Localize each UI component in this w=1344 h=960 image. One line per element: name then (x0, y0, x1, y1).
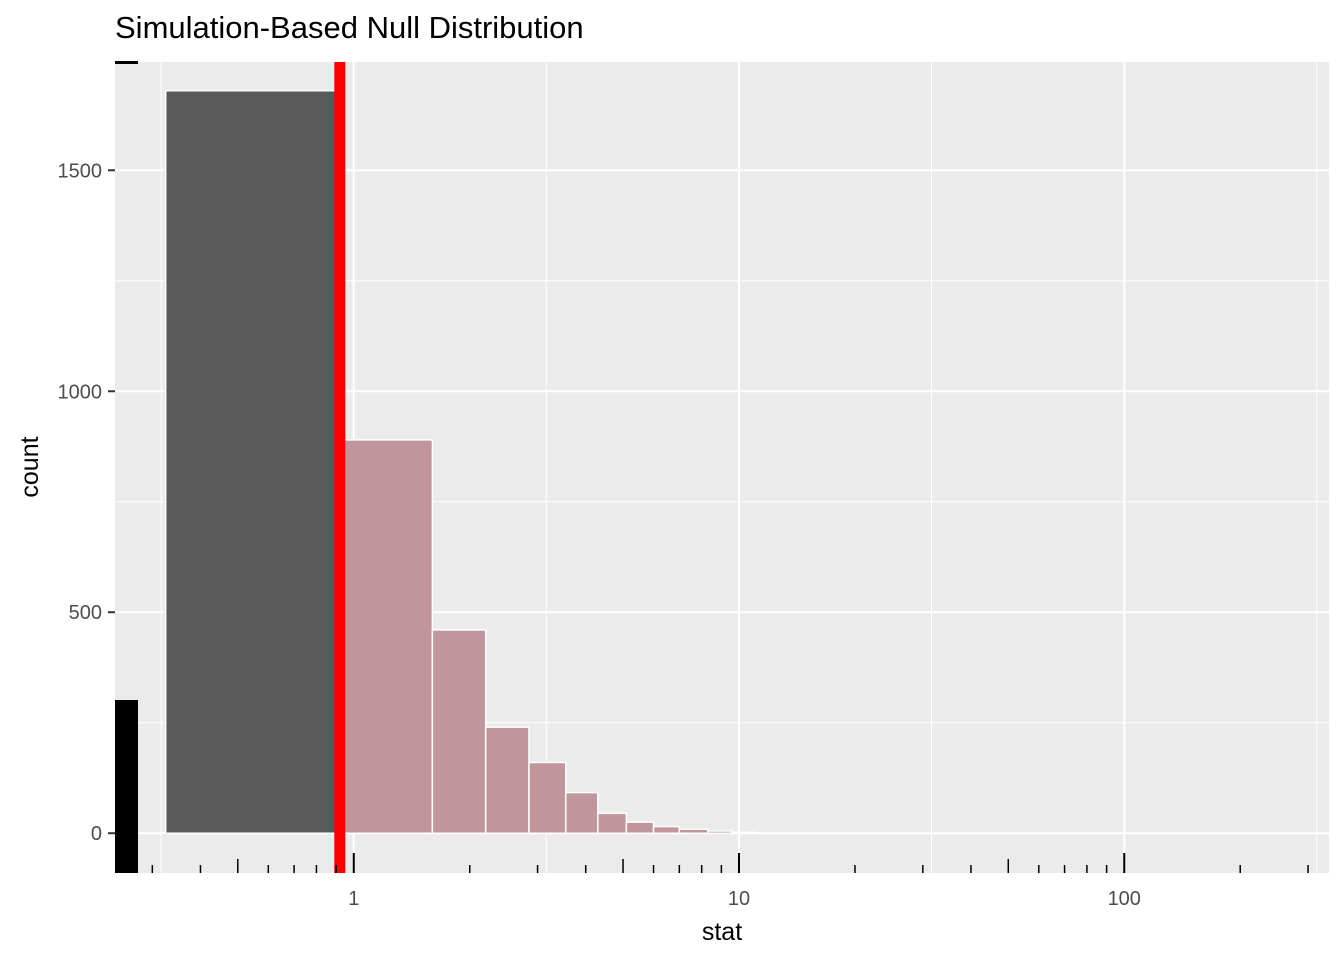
chart-title: Simulation-Based Null Distribution (115, 10, 584, 45)
top-rug-mark (115, 61, 138, 64)
rug-artifacts (115, 61, 138, 873)
y-axis-title: count (16, 436, 44, 497)
histogram-bar (625, 821, 655, 834)
histogram-bar (652, 825, 681, 834)
y-tick-label: 1500 (58, 160, 103, 182)
histogram-bar (707, 830, 733, 834)
x-axis: 1 10 100 (151, 853, 1309, 910)
y-tick-label: 1000 (58, 381, 103, 403)
y-tick-label: 500 (69, 602, 102, 624)
histogram-bar (431, 629, 487, 834)
left-rug-bar (115, 700, 138, 873)
y-tick-label: 0 (91, 823, 102, 845)
y-axis: 0 500 1000 1500 (58, 160, 115, 845)
observed-stat-marker (334, 62, 346, 873)
histogram-bars (164, 89, 756, 834)
x-tick-label: 10 (728, 888, 750, 910)
observed-stat-line (334, 62, 346, 873)
histogram-bar (484, 726, 530, 834)
histogram-bar (678, 828, 709, 834)
x-tick-label: 100 (1108, 888, 1141, 910)
histogram-bar (597, 812, 628, 834)
x-axis-title: stat (702, 918, 742, 946)
histogram-bar (731, 831, 756, 834)
histogram-bar (164, 89, 343, 834)
histogram-bar (528, 761, 567, 834)
x-tick-label: 1 (348, 888, 359, 910)
histogram-bar (340, 439, 434, 834)
histogram-bar (564, 791, 599, 834)
